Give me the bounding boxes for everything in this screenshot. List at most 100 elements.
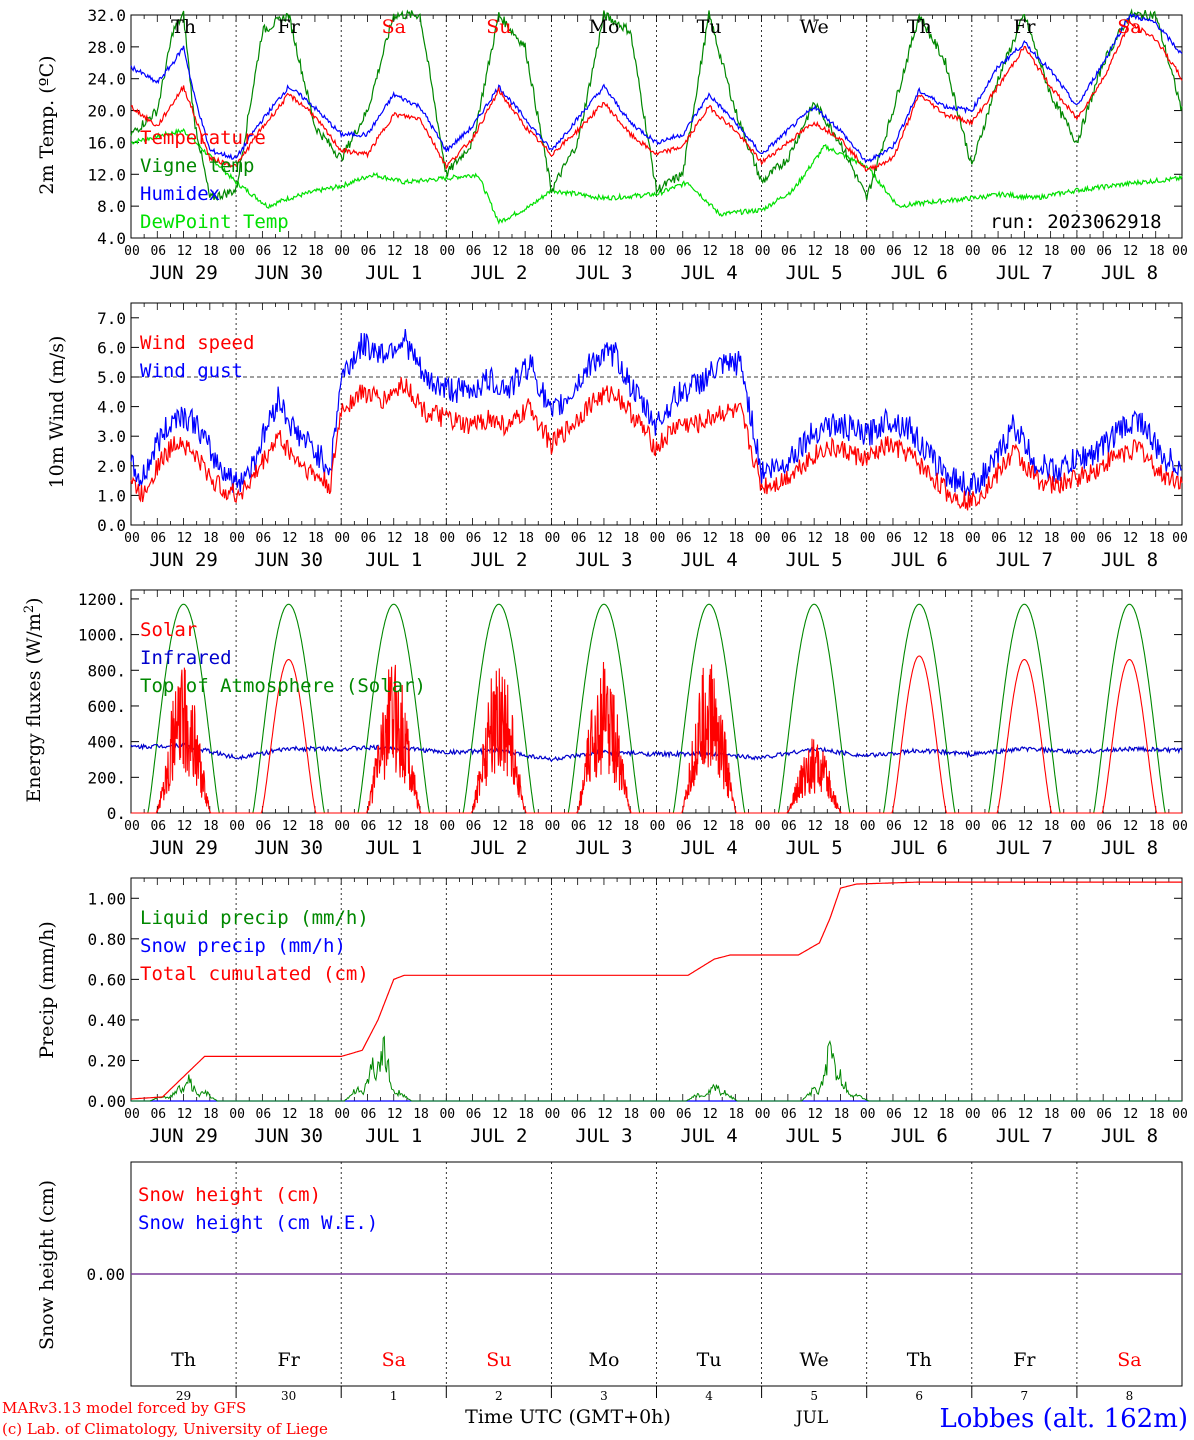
hour-labels: 00 06 12 18 00 06 12 18 00 06 12 18 00 06 12 18 00 06 12 18… [124,531,1188,546]
weekday-label: Tu [697,16,722,38]
footer-copyright: (c) Lab. of Climatology, University of L… [2,1420,328,1438]
wind-gust-line [130,328,1183,496]
hour-tick-label: 18 [939,1107,955,1122]
hour-tick-label: 00 [755,531,771,546]
weekday-label: Su [486,1349,511,1371]
date-label: JUN 29 [149,837,218,859]
hour-tick-label: 06 [886,1107,902,1122]
hour-tick-label: 12 [282,819,298,834]
hour-tick-label: 06 [256,531,272,546]
hour-tick-label: 12 [387,1107,403,1122]
y-tick-label: 0.00 [87,1092,126,1111]
date-label: JUL 8 [1101,1125,1158,1147]
y-tick-label: 2.0 [97,457,126,476]
temp-series [130,8,1183,225]
hour-tick-label: 00 [1070,531,1086,546]
hour-tick-label: 18 [834,1107,850,1122]
hour-tick-label: 12 [282,244,298,259]
weekday-label: Fr [278,1349,301,1371]
hour-tick-label: 12 [387,819,403,834]
date-label: JUL 6 [891,1125,948,1147]
hour-tick-label: 18 [1044,819,1060,834]
hour-tick-label: 00 [545,531,561,546]
date-label: JUL 7 [996,549,1053,571]
date-label: JUL 8 [1101,262,1158,284]
legend-dewpoint: DewPoint Temp [140,211,289,233]
wind-speed-line [130,377,1183,511]
hour-tick-label: 00 [124,244,140,259]
y-tick-labels: 0. 200. 400. 600. 800. 1000. 1200. [78,590,126,823]
y-tick-labels: 0.0 1.0 2.0 3.0 4.0 5.0 6.0 7.0 [97,309,126,535]
y-tick-label: 0.40 [87,1011,126,1030]
weekday-labels: Th Fr Sa Su Mo Tu We Th Fr Sa [171,16,1142,38]
weekday-label: Th [171,16,196,38]
hour-tick-label: 12 [387,531,403,546]
date-label: JUL 3 [575,262,632,284]
hour-tick-label: 06 [1096,531,1112,546]
date-label: JUL 5 [786,262,843,284]
hour-tick-label: 06 [256,1107,272,1122]
y-tick-label: 1200. [78,590,126,609]
hour-tick-label: 12 [1018,531,1034,546]
hour-tick-label: 06 [571,244,587,259]
hour-tick-label: 12 [912,1107,928,1122]
hour-tick-label: 12 [702,531,718,546]
y-axis-titles: 2m Temp. (ºC) 10m Wind (m/s) Energy flux… [22,55,68,1350]
humidex-line [130,13,1183,164]
weekday-label: We [800,1349,829,1371]
hour-tick-label: 06 [256,244,272,259]
hour-tick-label: 18 [728,819,744,834]
hour-tick-label: 18 [413,819,429,834]
y-tick-labels: 0.00 0.20 0.40 0.60 0.80 1.00 [87,889,126,1111]
footer-model: MARv3.13 model forced by GFS [2,1399,246,1417]
day-number-label: 1 [390,1389,398,1403]
solar-line [131,655,1182,814]
y-tick-label: 1000. [78,626,126,645]
hour-tick-label: 06 [781,531,797,546]
date-label: JUL 7 [996,1125,1053,1147]
y-tick-label: 20.0 [87,102,126,121]
date-label: JUN 30 [254,262,323,284]
legend-wind-gust: Wind gust [140,360,243,382]
day-number-label: 6 [915,1389,923,1403]
hour-tick-label: 00 [229,1107,245,1122]
hour-tick-label: 18 [518,1107,534,1122]
weekday-labels-bottom: Th Fr Sa Su Mo Tu We Th Fr Sa [171,1349,1142,1371]
hour-tick-label: 18 [308,531,324,546]
hour-tick-label: 00 [650,1107,666,1122]
date-label: JUL 6 [891,262,948,284]
weekday-label: Sa [1117,1349,1141,1371]
hour-tick-label: 06 [781,819,797,834]
hour-tick-label: 00 [229,244,245,259]
date-label: JUL 1 [365,549,422,571]
hour-tick-label: 12 [282,531,298,546]
temperature-line [130,18,1183,172]
y-tick-label: 16.0 [87,133,126,152]
y-tick-label: 8.0 [97,197,126,216]
date-label: JUL 1 [365,1125,422,1147]
date-label: JUN 30 [254,549,323,571]
station-label: Lobbes (alt. 162m) [939,1404,1188,1434]
hour-tick-label: 00 [1070,1107,1086,1122]
y-tick-label: 0.80 [87,930,126,949]
date-label: JUN 30 [254,1125,323,1147]
y-tick-label: 600. [87,697,126,716]
hour-labels: 00 06 12 18 00 06 12 18 00 06 12 18 00 06 12 18 00 06 12 18… [124,1107,1188,1122]
hour-tick-label: 12 [702,1107,718,1122]
hour-tick-label: 18 [1044,244,1060,259]
hour-tick-label: 12 [492,819,508,834]
date-label: JUL 1 [365,262,422,284]
hour-tick-label: 06 [676,244,692,259]
y-axis-title-temp: 2m Temp. (ºC) [36,55,58,194]
weekday-label: Fr [1013,16,1036,38]
date-labels: JUN 29 JUN 30 JUL 1 JUL 2 JUL 3 JUL 4 JUL 5 JUL… [149,837,1158,859]
y-tick-label: 0.00 [86,1265,125,1284]
hour-tick-label: 12 [177,1107,193,1122]
hour-tick-label: 12 [912,819,928,834]
hour-tick-label: 06 [676,819,692,834]
weekday-label: Sa [1117,16,1141,38]
hour-tick-label: 06 [571,531,587,546]
date-label: JUL 2 [470,837,527,859]
hour-tick-label: 06 [781,1107,797,1122]
hour-tick-label: 00 [334,244,350,259]
